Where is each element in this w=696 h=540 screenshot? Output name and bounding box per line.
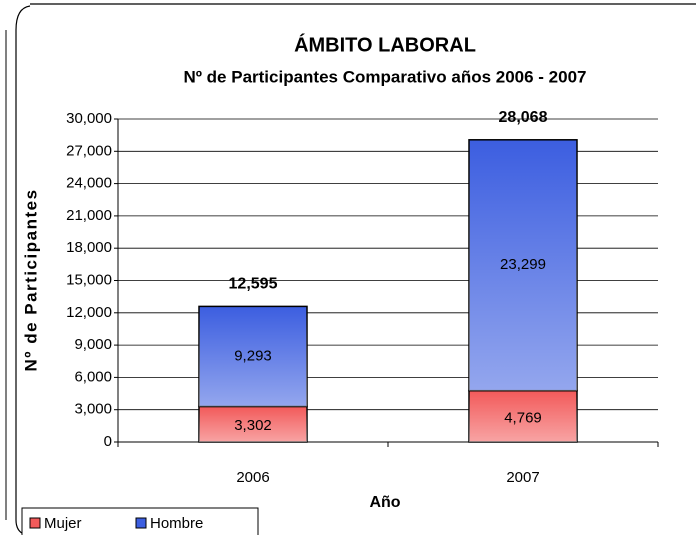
y-tick-label: 12,000 xyxy=(66,304,112,321)
y-axis-label: Nº de Participantes xyxy=(21,188,40,371)
y-tick-label: 3,000 xyxy=(74,401,112,418)
bar-shine xyxy=(199,306,307,407)
chart-title: ÁMBITO LABORAL xyxy=(294,33,476,56)
y-tick-label: 15,000 xyxy=(66,271,112,288)
x-tick-label: 2007 xyxy=(506,469,539,486)
y-tick-label: 27,000 xyxy=(66,142,112,159)
total-label: 12,595 xyxy=(229,276,278,293)
x-tick-label: 2006 xyxy=(236,469,269,486)
y-tick-label: 24,000 xyxy=(66,175,112,192)
chart-subtitle: Nº de Participantes Comparativo años 200… xyxy=(183,67,586,86)
legend-label: Mujer xyxy=(44,515,82,532)
y-tick-label: 0 xyxy=(104,433,112,450)
y-tick-label: 21,000 xyxy=(66,207,112,224)
value-label: 9,293 xyxy=(234,347,272,364)
bar-shine xyxy=(199,406,307,442)
legend-label: Hombre xyxy=(150,515,203,532)
x-axis-label: Año xyxy=(369,494,400,511)
value-label: 3,302 xyxy=(234,417,272,434)
y-tick-label: 18,000 xyxy=(66,239,112,256)
y-tick-label: 6,000 xyxy=(74,368,112,385)
bar-shine xyxy=(469,139,577,391)
legend-swatch xyxy=(135,517,147,529)
value-label: 23,299 xyxy=(500,256,546,273)
legend-swatch xyxy=(29,517,41,529)
y-tick-label: 30,000 xyxy=(66,110,112,127)
total-label: 28,068 xyxy=(499,109,548,126)
y-tick-label: 9,000 xyxy=(74,336,112,353)
value-label: 4,769 xyxy=(504,409,542,426)
bar-shine xyxy=(469,390,577,442)
